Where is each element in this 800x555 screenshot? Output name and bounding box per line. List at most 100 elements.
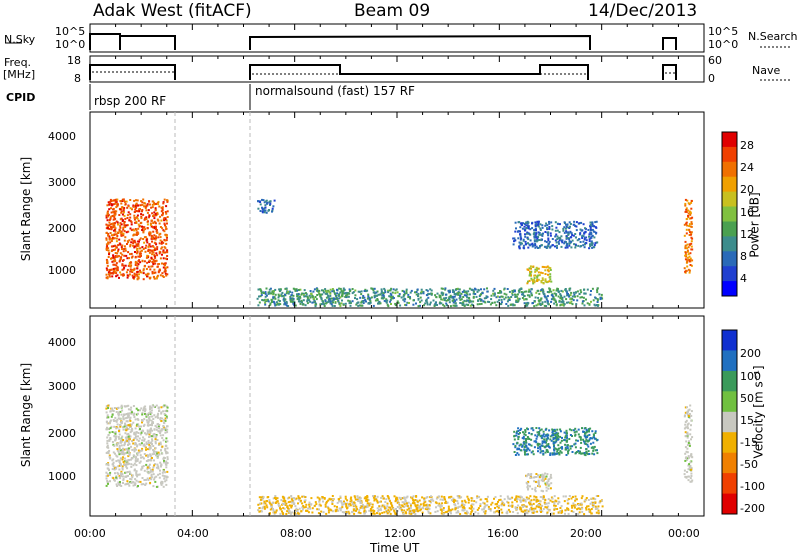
heatmap-cell [430, 289, 433, 292]
heatmap-cell [308, 501, 311, 504]
heatmap-cell [380, 288, 383, 291]
heatmap-cell [591, 504, 594, 507]
heatmap-cell [470, 288, 473, 291]
heatmap-cell [120, 470, 123, 473]
heatmap-cell [684, 411, 687, 414]
heatmap-cell [285, 301, 288, 303]
heatmap-cell [115, 262, 118, 265]
heatmap-cell [350, 496, 353, 499]
heatmap-cell [268, 288, 271, 291]
heatmap-cell [476, 303, 479, 306]
heatmap-cell [556, 238, 559, 241]
heatmap-cell [150, 476, 153, 479]
heatmap-cell [557, 444, 560, 447]
heatmap-cell [576, 290, 579, 293]
heatmap-cell [118, 447, 121, 450]
heatmap-cell [590, 240, 593, 243]
heatmap-cell [331, 501, 334, 503]
heatmap-cell [108, 235, 111, 238]
heatmap-cell [368, 504, 371, 507]
heatmap-cell [468, 297, 471, 300]
heatmap-cell [127, 404, 130, 407]
heatmap-cell [305, 503, 308, 506]
heatmap-cell [347, 292, 350, 295]
heatmap-cell [109, 473, 111, 476]
heatmap-cell [691, 259, 694, 262]
heatmap-cell [376, 501, 379, 504]
heatmap-cell [494, 503, 497, 506]
heatmap-cell [337, 300, 340, 303]
heatmap-cell [161, 227, 164, 230]
heatmap-cell [583, 292, 586, 295]
heatmap-cell [293, 503, 295, 505]
heatmap-cell [161, 445, 164, 448]
heatmap-cell [557, 438, 560, 441]
heatmap-cell [121, 440, 124, 443]
heatmap-cell [590, 497, 593, 500]
heatmap-cell [594, 430, 597, 433]
heatmap-cell [135, 273, 138, 276]
heatmap-cell [428, 507, 431, 510]
heatmap-cell [149, 406, 152, 409]
heatmap-cell [533, 498, 536, 501]
heatmap-cell [306, 509, 309, 512]
heatmap-cell [119, 226, 122, 229]
heatmap-cell [468, 507, 471, 510]
heatmap-cell [578, 511, 581, 514]
heatmap-cell [455, 511, 458, 514]
heatmap-cell [387, 305, 390, 308]
heatmap-cell [477, 299, 480, 302]
heatmap-cell [430, 292, 433, 295]
heatmap-cell [683, 427, 686, 430]
heatmap-cell [600, 297, 603, 300]
heatmap-cell [591, 234, 594, 237]
heatmap-cell [110, 250, 113, 252]
heatmap-cell [466, 299, 468, 302]
heatmap-cell [467, 299, 470, 302]
heatmap-cell [458, 495, 461, 498]
heatmap-cell [442, 508, 445, 511]
heatmap-cell [134, 478, 137, 481]
heatmap-cell [577, 450, 580, 452]
heatmap-cell [578, 435, 581, 438]
heatmap-cell [547, 502, 550, 505]
heatmap-cell [566, 502, 569, 505]
heatmap-cell [577, 244, 580, 247]
heatmap-cell [546, 227, 548, 230]
heatmap-cell [129, 477, 132, 480]
heatmap-cell [299, 300, 302, 303]
heatmap-cell [110, 268, 113, 271]
heatmap-cell [549, 232, 552, 235]
heatmap-cell [443, 305, 446, 308]
heatmap-cell [165, 450, 167, 453]
heatmap-cell [690, 472, 693, 475]
heatmap-cell [415, 495, 418, 498]
heatmap-cell [130, 445, 132, 448]
heatmap-cell [272, 292, 275, 295]
heatmap-cell [108, 269, 111, 272]
heatmap-cell [422, 507, 425, 510]
heatmap-cell [541, 440, 544, 443]
colorbar-frame [721, 131, 738, 297]
heatmap-cell [107, 273, 110, 276]
heatmap-cell [525, 221, 528, 224]
heatmap-cell [130, 264, 133, 267]
heatmap-cell [152, 422, 154, 424]
heatmap-cell [556, 448, 559, 451]
heatmap-cell [551, 453, 554, 456]
heatmap-cell [352, 508, 355, 511]
heatmap-cell [138, 451, 141, 454]
heatmap-cell [570, 291, 573, 294]
heatmap-cell [145, 478, 147, 481]
heatmap-cell [285, 302, 288, 305]
heatmap-cell [521, 445, 524, 448]
heatmap-cell [128, 257, 130, 260]
heatmap-cell [458, 288, 461, 291]
heatmap-cell [162, 201, 165, 204]
heatmap-cell [544, 476, 547, 479]
heatmap-cell [281, 512, 284, 514]
heatmap-cell [164, 449, 167, 452]
heatmap-cell [360, 300, 363, 303]
heatmap-cell [265, 199, 268, 202]
heatmap-cell [453, 295, 456, 298]
